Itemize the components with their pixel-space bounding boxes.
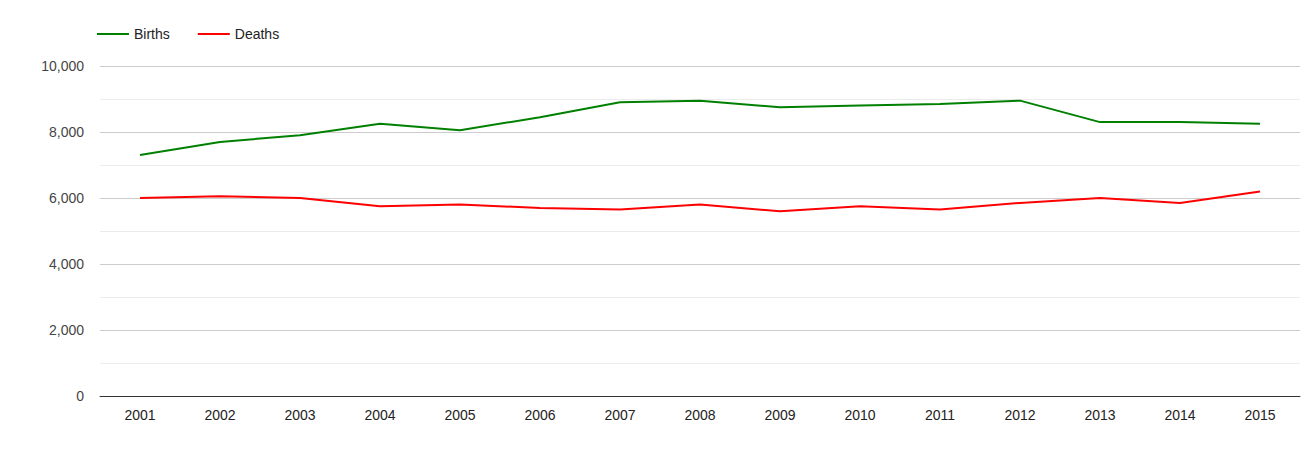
svg-text:10,000: 10,000 xyxy=(41,58,84,74)
svg-text:Deaths: Deaths xyxy=(235,26,279,42)
svg-text:2006: 2006 xyxy=(524,407,555,423)
svg-text:2010: 2010 xyxy=(844,407,875,423)
svg-text:6,000: 6,000 xyxy=(49,190,84,206)
svg-text:2012: 2012 xyxy=(1004,407,1035,423)
svg-text:8,000: 8,000 xyxy=(49,124,84,140)
svg-text:2002: 2002 xyxy=(204,407,235,423)
svg-text:2,000: 2,000 xyxy=(49,322,84,338)
svg-text:2008: 2008 xyxy=(684,407,715,423)
svg-text:2013: 2013 xyxy=(1084,407,1115,423)
svg-text:2004: 2004 xyxy=(364,407,395,423)
svg-text:2009: 2009 xyxy=(764,407,795,423)
svg-text:2001: 2001 xyxy=(124,407,155,423)
svg-text:2011: 2011 xyxy=(925,407,955,423)
svg-text:2007: 2007 xyxy=(604,407,635,423)
svg-text:2005: 2005 xyxy=(444,407,475,423)
svg-text:4,000: 4,000 xyxy=(49,256,84,272)
svg-text:2014: 2014 xyxy=(1164,407,1195,423)
svg-text:Births: Births xyxy=(134,26,170,42)
svg-text:2003: 2003 xyxy=(284,407,315,423)
svg-text:2015: 2015 xyxy=(1244,407,1275,423)
svg-text:0: 0 xyxy=(76,388,84,404)
